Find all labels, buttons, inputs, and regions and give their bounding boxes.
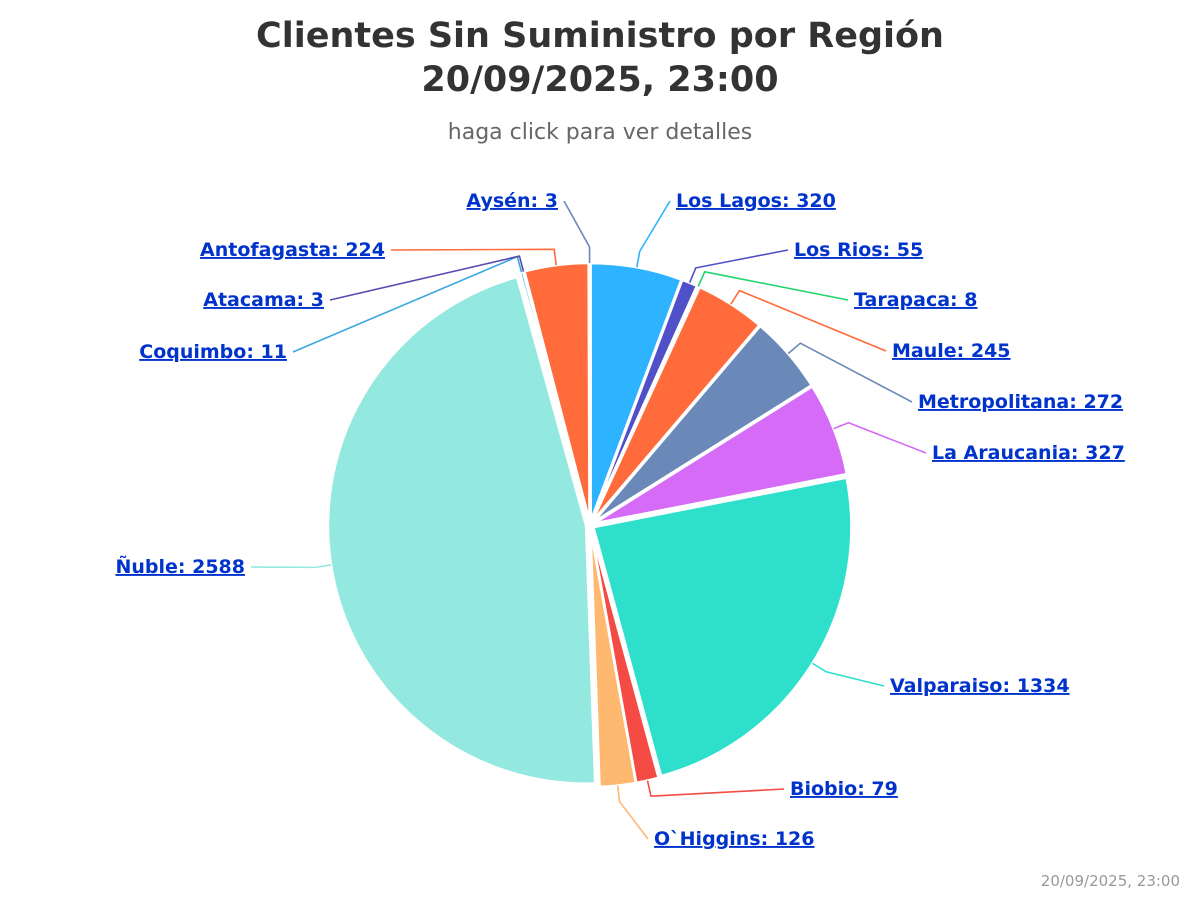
data-label-los-rios[interactable]: Los Rios: 55 <box>794 239 923 261</box>
chart-title-line1: Clientes Sin Suministro por Región <box>256 16 944 56</box>
data-label-biobio[interactable]: Biobio: 79 <box>790 778 898 800</box>
pie-slice-nuble[interactable] <box>326 275 597 785</box>
connector-tarapaca <box>697 270 849 301</box>
data-label-metropolitana[interactable]: Metropolitana: 272 <box>918 391 1123 413</box>
credit-timestamp: 20/09/2025, 23:00 <box>1040 872 1180 890</box>
connector-biobio <box>646 780 785 798</box>
pie-slice-valparaiso[interactable] <box>592 476 853 778</box>
connector-aysen <box>563 200 591 264</box>
data-label-tarapaca[interactable]: Tarapaca: 8 <box>854 289 977 311</box>
connector-los-lagos <box>636 200 671 268</box>
connector-los-rios <box>688 249 789 284</box>
connector-nuble <box>250 564 332 569</box>
data-label-atacama[interactable]: Atacama: 3 <box>203 289 324 311</box>
chart-title: Clientes Sin Suministro por Región 20/09… <box>0 14 1200 102</box>
data-label-coquimbo[interactable]: Coquimbo: 11 <box>139 341 287 363</box>
connector-la-araucania <box>833 421 927 454</box>
connector-o-higgins <box>616 785 649 840</box>
pie-slice-aysen[interactable] <box>587 261 592 523</box>
data-label-o-higgins[interactable]: O`Higgins: 126 <box>654 828 815 850</box>
data-label-maule[interactable]: Maule: 245 <box>892 340 1011 362</box>
data-label-aysen[interactable]: Aysén: 3 <box>466 190 558 212</box>
data-label-la-araucania[interactable]: La Araucania: 327 <box>932 442 1125 464</box>
connector-atacama <box>329 255 525 301</box>
connector-maule <box>730 289 887 352</box>
data-label-valparaiso[interactable]: Valparaiso: 1334 <box>890 675 1070 697</box>
chart-title-line2: 20/09/2025, 23:00 <box>421 60 779 100</box>
data-label-los-lagos[interactable]: Los Lagos: 320 <box>676 190 836 212</box>
connector-valparaiso <box>812 662 885 687</box>
pie-slice-o-higgins[interactable] <box>589 527 638 789</box>
pie-slices <box>326 261 853 789</box>
connector-lines <box>250 200 927 840</box>
data-label-nuble[interactable]: Ñuble: 2588 <box>115 554 245 578</box>
connector-antofagasta <box>390 248 558 266</box>
chart-subtitle: haga click para ver detalles <box>447 120 753 145</box>
connector-metropolitana <box>787 342 913 403</box>
data-label-antofagasta[interactable]: Antofagasta: 224 <box>200 239 385 261</box>
pie-slice-la-araucania[interactable] <box>592 385 849 525</box>
data-labels: Los Lagos: 320 Los Rios: 55 Tarapaca: 8 Mau… <box>115 190 1124 850</box>
